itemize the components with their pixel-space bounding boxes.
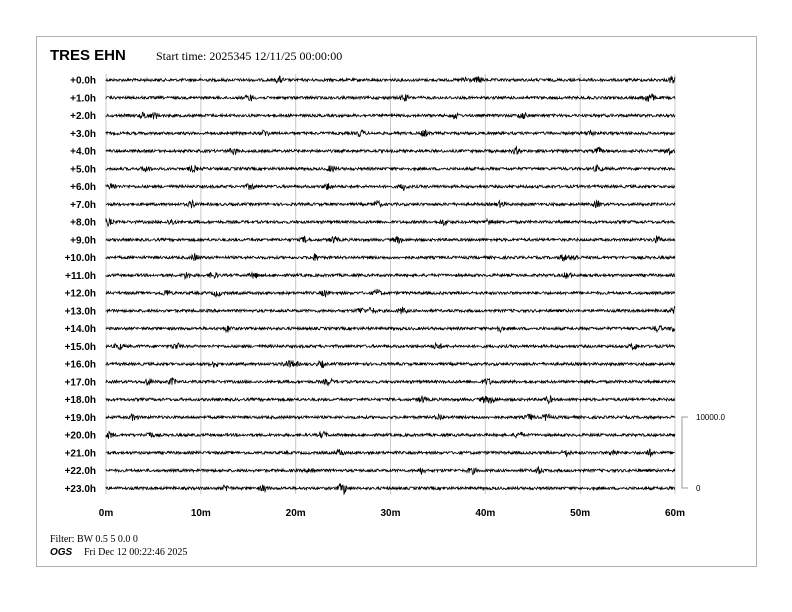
row-label: +12.0h: [65, 289, 96, 300]
plot-frame: [36, 36, 757, 567]
trace-row: [105, 93, 676, 102]
trace-row: [105, 111, 676, 120]
x-tick-label: 40m: [475, 508, 495, 519]
trace-row: [105, 305, 676, 315]
x-tick-label: 60m: [665, 508, 685, 519]
row-label: +13.0h: [65, 306, 96, 317]
row-label: +20.0h: [65, 431, 96, 442]
trace-row: [105, 394, 675, 405]
trace-row: [105, 271, 676, 281]
start-time: Start time: 2025345 12/11/25 00:00:00: [156, 49, 342, 63]
row-label: +5.0h: [70, 164, 96, 175]
scale-top-label: 10000.0: [696, 413, 725, 422]
row-label: +7.0h: [70, 200, 96, 211]
trace-row: [105, 235, 676, 245]
trace-row: [105, 377, 676, 387]
trace-row: [105, 448, 676, 457]
trace-row: [105, 198, 676, 209]
org-label: OGS: [50, 547, 73, 558]
x-tick-label: 0m: [99, 508, 114, 519]
trace-row: [105, 145, 676, 156]
row-label: +1.0h: [70, 93, 96, 104]
trace-row: [105, 217, 676, 228]
trace-row: [105, 164, 676, 174]
station-title: TRES EHN: [50, 47, 126, 64]
trace-row: [105, 252, 676, 262]
trace-row: [105, 324, 676, 334]
trace-row: [105, 341, 676, 351]
trace-row: [105, 466, 676, 475]
trace-row: [105, 182, 676, 191]
x-tick-label: 10m: [191, 508, 211, 519]
row-label: +3.0h: [70, 129, 96, 140]
scale-bottom-label: 0: [696, 484, 701, 493]
scale-bar: 10000.0 0: [681, 413, 725, 493]
row-label: +16.0h: [65, 360, 96, 371]
trace-row: [105, 483, 676, 496]
row-label: +8.0h: [70, 218, 96, 229]
plot-timestamp: Fri Dec 12 00:22:46 2025: [84, 547, 187, 558]
row-label: +18.0h: [65, 395, 96, 406]
row-label: +11.0h: [65, 271, 96, 282]
x-tick-label: 30m: [380, 508, 400, 519]
trace-row: [105, 359, 676, 369]
filter-label: Filter: BW 0.5 5 0.0 0: [50, 534, 138, 545]
trace-row: [105, 288, 676, 298]
row-label: +15.0h: [65, 342, 96, 353]
row-label: +19.0h: [65, 413, 96, 424]
row-label: +4.0h: [70, 147, 96, 158]
row-label: +9.0h: [70, 235, 96, 246]
trace-row: [105, 75, 676, 84]
trace-row: [105, 430, 676, 439]
trace-row: [105, 129, 676, 138]
row-label: +21.0h: [65, 448, 96, 459]
row-label: +10.0h: [65, 253, 96, 264]
x-tick-label: 50m: [570, 508, 590, 519]
trace-row: [105, 412, 676, 422]
row-label: +17.0h: [65, 377, 96, 388]
row-label: +0.0h: [70, 76, 96, 87]
row-label: +22.0h: [65, 466, 96, 477]
row-label: +23.0h: [65, 484, 96, 495]
row-label: +6.0h: [70, 182, 96, 193]
row-label: +14.0h: [65, 324, 96, 335]
row-label: +2.0h: [70, 111, 96, 122]
x-tick-label: 20m: [286, 508, 306, 519]
